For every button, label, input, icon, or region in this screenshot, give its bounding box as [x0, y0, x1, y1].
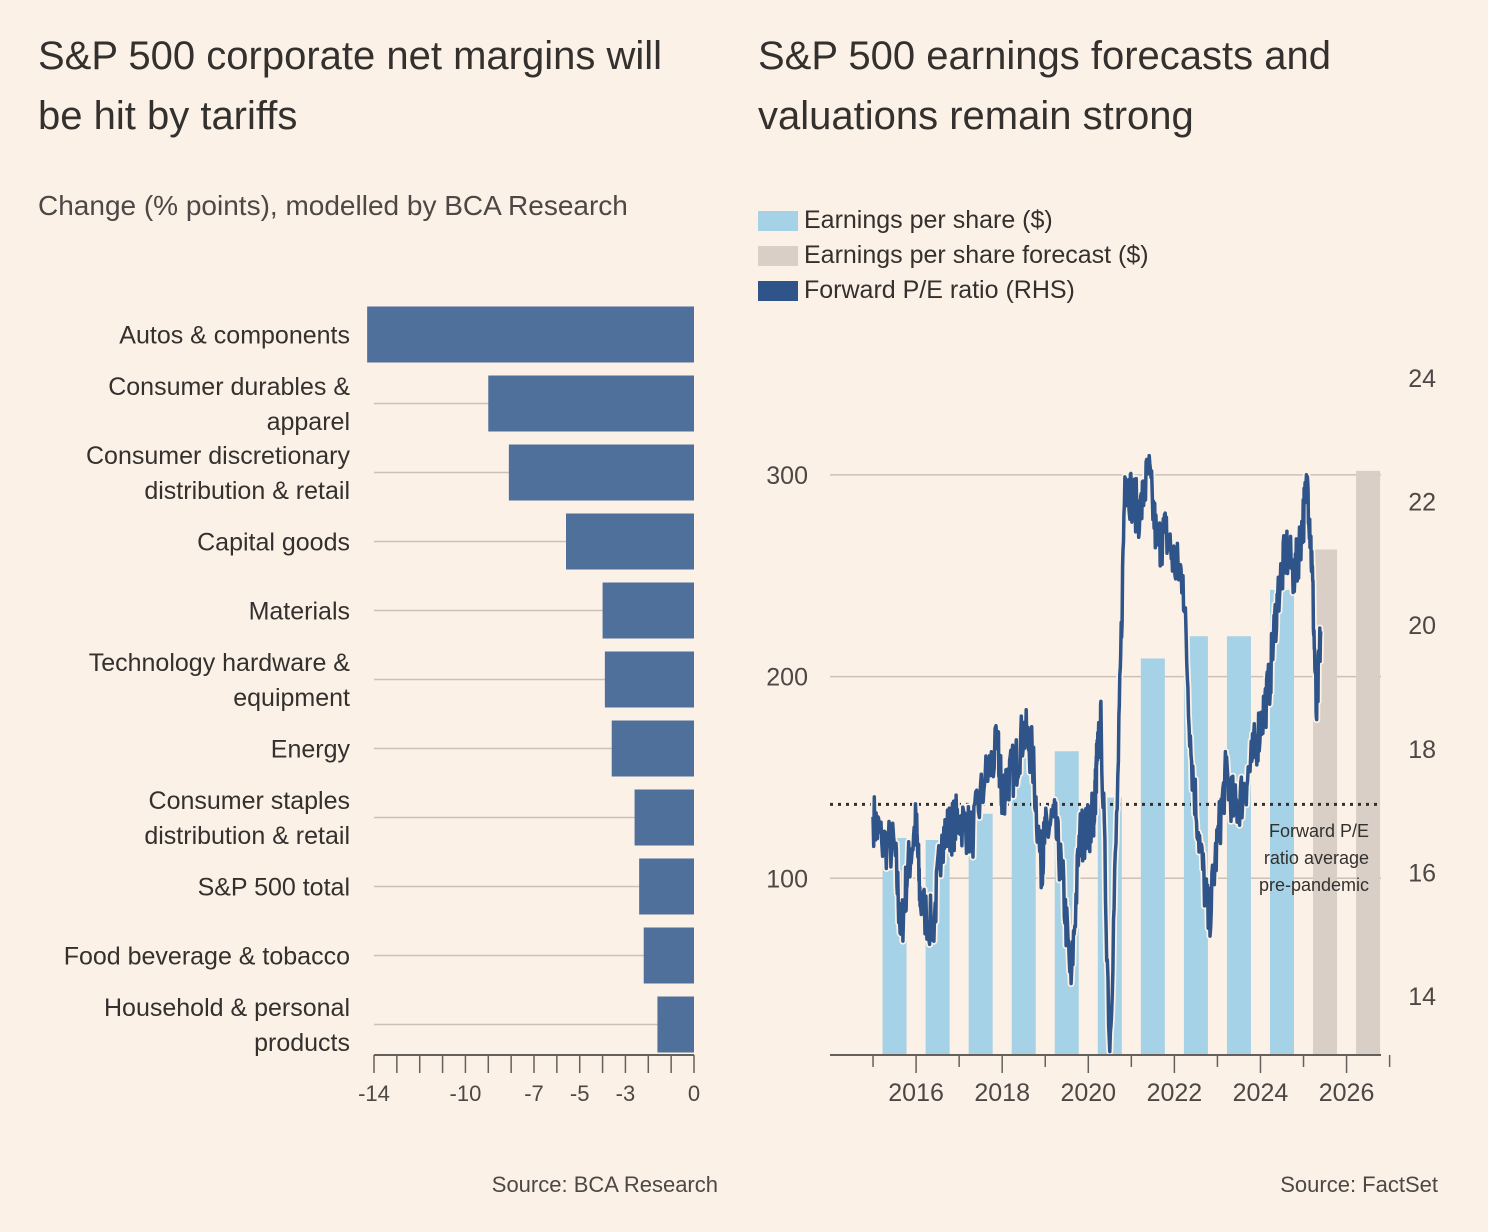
- legend-label-eps-forecast: Earnings per share forecast ($): [804, 241, 1149, 269]
- net-margins-bar-chart: Autos & components Consumer durables & app…: [64, 306, 700, 1106]
- x-tick-label: -3: [616, 1081, 636, 1106]
- x-tick-label: 2024: [1233, 1079, 1289, 1107]
- left-chart-subtitle: Change (% points), modelled by BCA Resea…: [38, 190, 628, 221]
- bar: [657, 996, 694, 1053]
- category-label: Consumer discretionary: [86, 442, 350, 470]
- legend-swatch-eps: [758, 210, 798, 231]
- y-left-tick-label: 100: [766, 865, 808, 893]
- bar: [488, 375, 694, 432]
- x-tick-label: -14: [358, 1081, 390, 1106]
- x-tick-label: -5: [570, 1081, 590, 1106]
- bar: [602, 582, 694, 639]
- left-chart-title: S&P 500 corporate net margins will be hi…: [38, 34, 663, 138]
- category-label: Household & personal: [104, 994, 350, 1022]
- category-label: Energy: [271, 736, 351, 764]
- legend-label-forward-pe: Forward P/E ratio (RHS): [804, 276, 1075, 304]
- right-chart-source: Source: FactSet: [1280, 1172, 1438, 1197]
- bar: [611, 720, 694, 777]
- reference-annotation-line: ratio average: [1264, 848, 1369, 868]
- reference-annotation-line: pre-pandemic: [1259, 875, 1369, 895]
- category-label: Consumer staples: [149, 787, 350, 815]
- x-tick-label: 2026: [1319, 1079, 1375, 1107]
- y-right-tick-label: 22: [1408, 489, 1436, 517]
- chart-legend: Earnings per share ($) Earnings per shar…: [758, 203, 1149, 308]
- reference-annotation-line: Forward P/E: [1269, 821, 1369, 841]
- x-tick-label: 2020: [1060, 1079, 1116, 1107]
- legend-item-eps-forecast: Earnings per share forecast ($): [758, 238, 1149, 273]
- y-right-tick-label: 14: [1408, 983, 1436, 1011]
- category-label: Technology hardware &: [89, 649, 351, 677]
- category-label: Autos & components: [119, 322, 350, 350]
- category-label: Materials: [249, 598, 350, 626]
- eps-bar: [1226, 636, 1251, 1055]
- forward-pe-line: [871, 453, 1323, 1054]
- legend-swatch-forward-pe: [758, 280, 798, 301]
- right-chart-title: S&P 500 earnings forecasts and valuation…: [758, 34, 1331, 138]
- bar: [508, 444, 694, 501]
- legend-swatch-eps-forecast: [758, 245, 798, 266]
- y-right-tick-label: 20: [1408, 612, 1436, 640]
- legend-item-forward-pe: Forward P/E ratio (RHS): [758, 273, 1149, 308]
- category-label: Consumer durables &: [108, 373, 350, 401]
- left-chart-panel: S&P 500 corporate net margins will be hi…: [38, 34, 718, 1197]
- category-label: distribution & retail: [144, 822, 350, 850]
- category-label: products: [254, 1029, 350, 1057]
- bar: [634, 789, 694, 846]
- y-right-tick-label: 18: [1408, 736, 1436, 764]
- category-label: apparel: [267, 408, 350, 436]
- y-right-tick-label: 16: [1408, 859, 1436, 887]
- category-label: equipment: [233, 684, 350, 712]
- bar: [643, 927, 694, 984]
- legend-item-eps: Earnings per share ($): [758, 203, 1149, 238]
- bar: [367, 306, 694, 363]
- left-chart-source: Source: BCA Research: [491, 1172, 718, 1197]
- y-left-tick-label: 200: [766, 664, 808, 692]
- x-tick-label: -7: [524, 1081, 544, 1106]
- eps-forecast-bar: [1356, 470, 1381, 1056]
- y-right-tick-label: 24: [1408, 365, 1436, 393]
- x-tick-label: -10: [450, 1081, 482, 1106]
- x-tick-label: 0: [688, 1081, 700, 1106]
- category-label: distribution & retail: [144, 477, 350, 505]
- category-label: Food beverage & tobacco: [64, 943, 350, 971]
- legend-label-eps: Earnings per share ($): [804, 206, 1053, 234]
- bar: [604, 651, 694, 708]
- bar: [566, 513, 694, 570]
- y-left-tick-label: 300: [766, 462, 808, 490]
- right-chart-panel: S&P 500 earnings forecasts and valuation…: [744, 0, 1488, 1232]
- category-label: S&P 500 total: [198, 874, 350, 902]
- x-tick-label: 2022: [1147, 1079, 1203, 1107]
- eps-bar: [1140, 658, 1165, 1055]
- bar: [639, 858, 694, 915]
- category-label: Capital goods: [197, 529, 350, 557]
- x-tick-label: 2018: [974, 1079, 1030, 1107]
- x-tick-label: 2016: [888, 1079, 944, 1107]
